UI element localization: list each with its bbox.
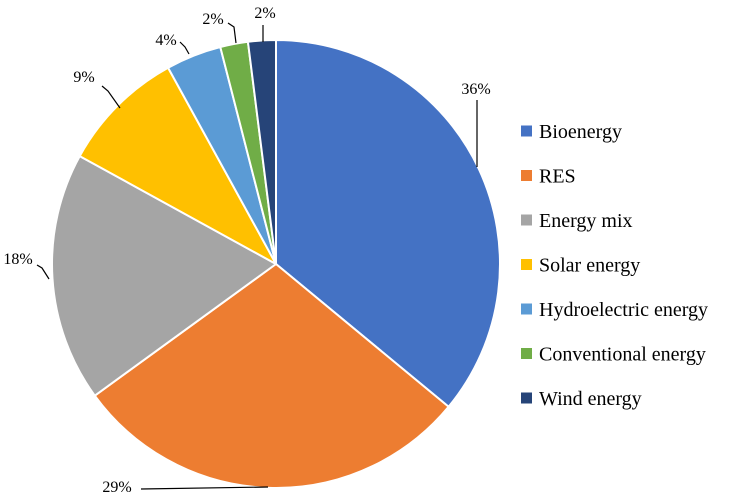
- data-label: 2%: [254, 5, 275, 22]
- data-label: 4%: [155, 32, 176, 49]
- pie-slices: [51, 39, 501, 489]
- legend-swatch: [521, 303, 532, 315]
- leader-lines: [36, 22, 478, 490]
- pie-slice-res: [93, 263, 450, 489]
- leader-line: [227, 22, 237, 44]
- legend-swatch: [521, 348, 532, 359]
- legend-label: Solar energy: [539, 255, 640, 277]
- data-labels: 36% 29% 18% 9% 4% 2% 2%: [3, 5, 490, 496]
- data-label: 36%: [461, 81, 490, 98]
- legend-label: Conventional energy: [539, 344, 706, 366]
- data-label: 29%: [102, 479, 131, 496]
- legend-label: Hydroelectric energy: [539, 299, 708, 321]
- pie-slice-energy-mix: [51, 155, 277, 397]
- leader-line: [140, 486, 269, 490]
- legend-swatch: [521, 125, 532, 137]
- data-label: 9%: [73, 69, 94, 86]
- legend: Bioenergy RES Energy mix Solar energy Hydroe…: [521, 121, 708, 410]
- legend-label: Bioenergy: [539, 121, 622, 143]
- data-label: 2%: [202, 11, 223, 28]
- legend-label: Wind energy: [539, 388, 642, 410]
- legend-swatch: [521, 170, 532, 181]
- leader-line: [179, 41, 190, 55]
- legend-swatch: [521, 392, 532, 404]
- legend-swatch: [521, 214, 532, 226]
- legend-swatch: [521, 259, 532, 270]
- leader-line: [101, 85, 121, 109]
- legend-label: Energy mix: [539, 210, 633, 232]
- legend-label: RES: [539, 166, 576, 188]
- leader-line: [36, 264, 50, 280]
- data-label: 18%: [3, 251, 32, 268]
- pie-slice-bioenergy: [275, 39, 501, 408]
- pie-slice-wind-energy: [246, 39, 277, 265]
